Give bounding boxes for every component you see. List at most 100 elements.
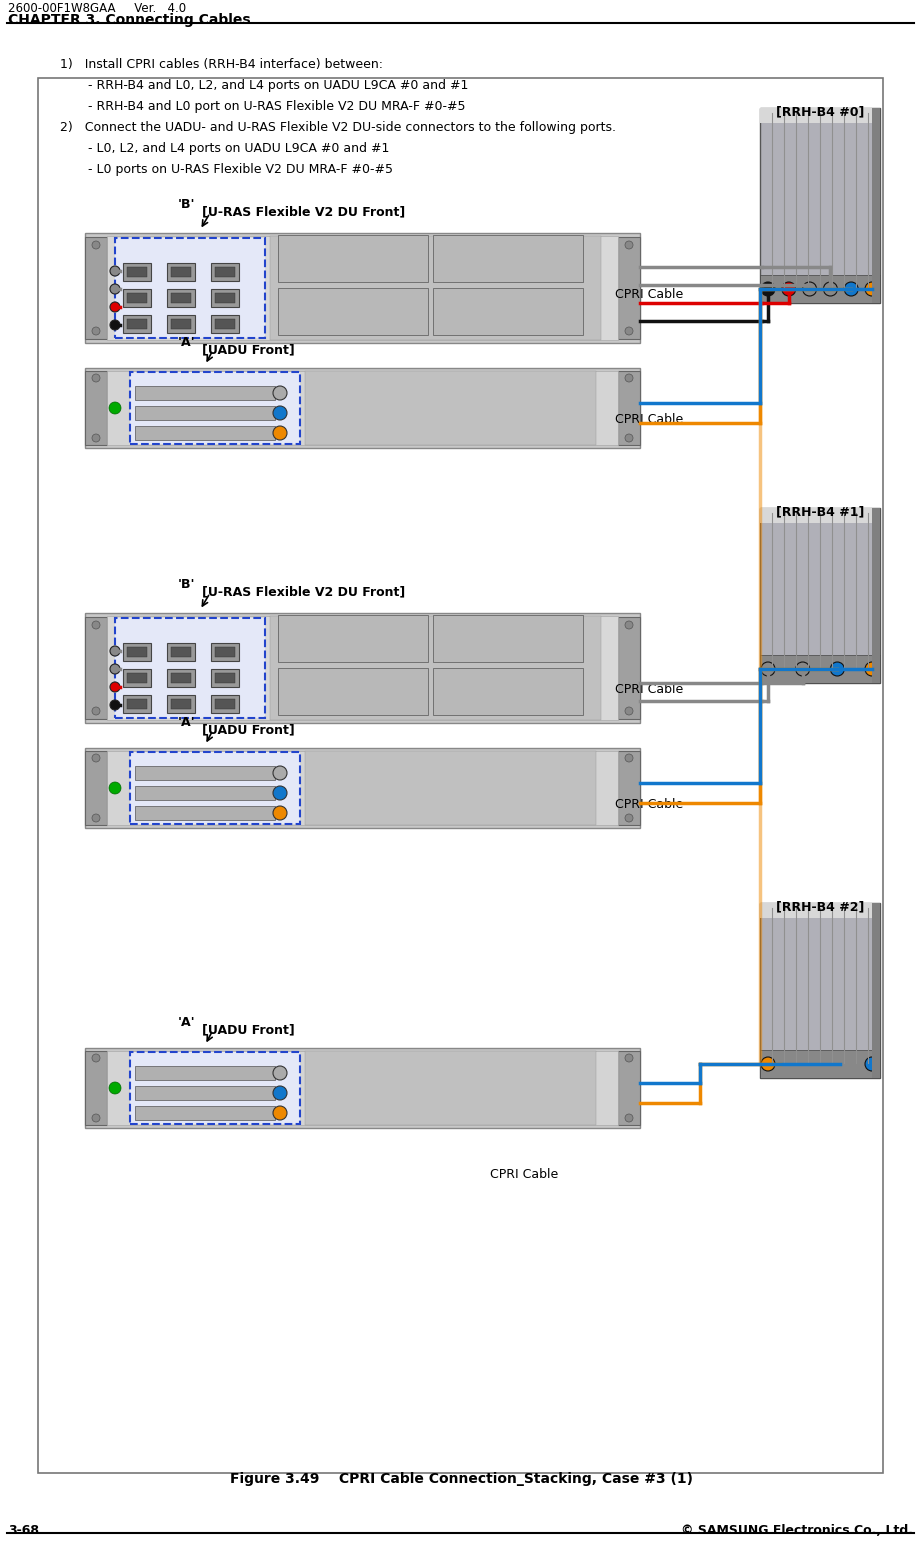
- Circle shape: [92, 1114, 100, 1122]
- Bar: [127, 266, 147, 277]
- Bar: [107, 235, 618, 340]
- Bar: [171, 673, 191, 682]
- Text: Figure 3.49    CPRI Cable Connection_Stacking, Case #3 (1): Figure 3.49 CPRI Cable Connection_Stacki…: [229, 1472, 693, 1486]
- Text: 3-68: 3-68: [8, 1524, 39, 1538]
- Circle shape: [273, 1086, 287, 1100]
- Bar: [115, 619, 265, 718]
- Circle shape: [625, 1114, 633, 1122]
- Bar: [127, 647, 147, 657]
- Circle shape: [92, 241, 100, 249]
- Bar: [760, 654, 880, 682]
- Bar: [618, 237, 640, 340]
- Circle shape: [273, 785, 287, 799]
- Bar: [433, 668, 583, 715]
- Circle shape: [782, 282, 796, 296]
- Bar: [85, 237, 107, 340]
- Circle shape: [625, 754, 633, 762]
- Circle shape: [92, 374, 100, 382]
- Circle shape: [273, 386, 287, 400]
- Circle shape: [273, 805, 287, 820]
- Circle shape: [761, 282, 775, 296]
- Text: CPRI Cable: CPRI Cable: [490, 1168, 558, 1181]
- Circle shape: [273, 1066, 287, 1080]
- Bar: [85, 368, 640, 449]
- Circle shape: [110, 647, 120, 656]
- Bar: [135, 1066, 275, 1080]
- Circle shape: [92, 327, 100, 335]
- Text: 1)   Install CPRI cables (RRH-B4 interface) between:: 1) Install CPRI cables (RRH-B4 interface…: [60, 58, 383, 72]
- Bar: [760, 904, 880, 918]
- Bar: [123, 643, 151, 661]
- Bar: [85, 234, 640, 343]
- Bar: [618, 1052, 640, 1125]
- Bar: [760, 276, 880, 302]
- Bar: [171, 647, 191, 657]
- Bar: [130, 1052, 300, 1123]
- Text: 'B': 'B': [178, 578, 195, 590]
- Bar: [130, 753, 300, 824]
- Bar: [211, 695, 239, 714]
- Bar: [305, 751, 596, 826]
- Bar: [115, 238, 265, 338]
- Bar: [127, 293, 147, 302]
- Circle shape: [110, 664, 120, 675]
- Bar: [123, 288, 151, 307]
- Bar: [123, 263, 151, 280]
- Text: [UADU Front]: [UADU Front]: [202, 1024, 295, 1036]
- Bar: [211, 288, 239, 307]
- Bar: [433, 615, 583, 662]
- Bar: [211, 668, 239, 687]
- Circle shape: [625, 813, 633, 823]
- Bar: [270, 235, 601, 340]
- Circle shape: [273, 767, 287, 781]
- Text: [UADU Front]: [UADU Front]: [202, 723, 295, 735]
- Text: © SAMSUNG Electronics Co., Ltd.: © SAMSUNG Electronics Co., Ltd.: [681, 1524, 913, 1538]
- Bar: [167, 695, 195, 714]
- Circle shape: [109, 782, 121, 795]
- Bar: [618, 617, 640, 718]
- Bar: [215, 700, 235, 709]
- Text: CPRI Cable: CPRI Cable: [615, 682, 683, 696]
- Bar: [278, 288, 428, 335]
- Circle shape: [796, 662, 810, 676]
- Bar: [85, 612, 640, 723]
- Text: - L0, L2, and L4 ports on UADU L9CA #0 and #1: - L0, L2, and L4 ports on UADU L9CA #0 a…: [60, 142, 390, 154]
- Bar: [85, 371, 107, 446]
- Bar: [107, 615, 618, 720]
- Bar: [167, 668, 195, 687]
- Text: - RRH-B4 and L0 port on U-RAS Flexible V2 DU MRA-F #0-#5: - RRH-B4 and L0 port on U-RAS Flexible V…: [60, 100, 465, 114]
- Bar: [278, 235, 428, 282]
- Bar: [211, 315, 239, 333]
- Bar: [85, 617, 107, 718]
- Circle shape: [92, 707, 100, 715]
- Bar: [872, 508, 880, 682]
- Circle shape: [865, 662, 879, 676]
- Text: 2600-00F1W8GAA     Ver.   4.0: 2600-00F1W8GAA Ver. 4.0: [8, 2, 186, 16]
- Bar: [618, 751, 640, 826]
- Bar: [85, 751, 107, 826]
- Bar: [167, 315, 195, 333]
- Bar: [760, 904, 880, 1078]
- Circle shape: [625, 435, 633, 442]
- Bar: [135, 1106, 275, 1120]
- Text: - RRH-B4 and L0, L2, and L4 ports on UADU L9CA #0 and #1: - RRH-B4 and L0, L2, and L4 ports on UAD…: [60, 79, 469, 92]
- Circle shape: [823, 282, 837, 296]
- Bar: [123, 668, 151, 687]
- Bar: [171, 700, 191, 709]
- Circle shape: [110, 266, 120, 276]
- Text: 'A': 'A': [178, 337, 195, 349]
- Bar: [127, 700, 147, 709]
- Bar: [215, 293, 235, 302]
- Bar: [85, 1052, 107, 1125]
- Circle shape: [109, 1081, 121, 1094]
- Circle shape: [625, 327, 633, 335]
- Text: [U-RAS Flexible V2 DU Front]: [U-RAS Flexible V2 DU Front]: [202, 206, 405, 218]
- Bar: [135, 767, 275, 781]
- Circle shape: [92, 754, 100, 762]
- Circle shape: [92, 1055, 100, 1063]
- Text: [RRH-B4 #0]: [RRH-B4 #0]: [775, 104, 864, 118]
- Circle shape: [802, 282, 817, 296]
- Bar: [171, 266, 191, 277]
- Text: 2)   Connect the UADU- and U-RAS Flexible V2 DU-side connectors to the following: 2) Connect the UADU- and U-RAS Flexible …: [60, 122, 616, 134]
- Bar: [215, 673, 235, 682]
